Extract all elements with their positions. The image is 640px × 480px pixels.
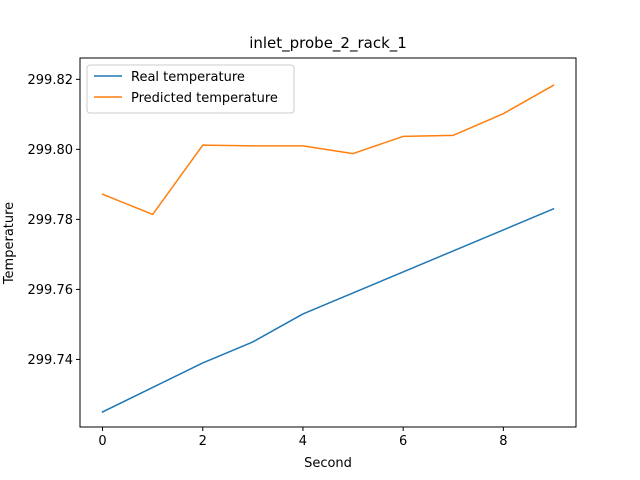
legend-label-predicted-temperature: Predicted temperature (131, 91, 278, 106)
series-line-real-temperature (101, 207, 555, 413)
plot-frame (79, 57, 577, 428)
y-tick-label: 299.76 (28, 283, 74, 298)
x-axis-label: Second (304, 456, 352, 471)
x-tick-label: 4 (299, 434, 307, 449)
y-tick-label: 299.80 (28, 143, 74, 158)
chart-title: inlet_probe_2_rack_1 (249, 34, 407, 53)
x-tick-label: 2 (199, 434, 207, 449)
legend-label-real-temperature: Real temperature (131, 70, 245, 85)
y-axis-ticks: 299.74 299.76 299.78 299.80 299.82 (28, 73, 80, 368)
y-tick-label: 299.74 (28, 353, 74, 368)
legend: Real temperature Predicted temperature (86, 64, 295, 114)
y-tick-label: 299.82 (28, 73, 74, 88)
y-tick-label: 299.78 (28, 213, 74, 228)
series-layer (101, 84, 555, 413)
x-tick-label: 0 (98, 434, 106, 449)
y-axis-label: Temperature (2, 202, 17, 285)
legend-box (86, 64, 295, 114)
x-tick-label: 8 (499, 434, 507, 449)
series-line-predicted-temperature (101, 84, 555, 216)
x-tick-label: 6 (399, 434, 407, 449)
x-axis-ticks: 0 2 4 6 8 (98, 427, 507, 449)
